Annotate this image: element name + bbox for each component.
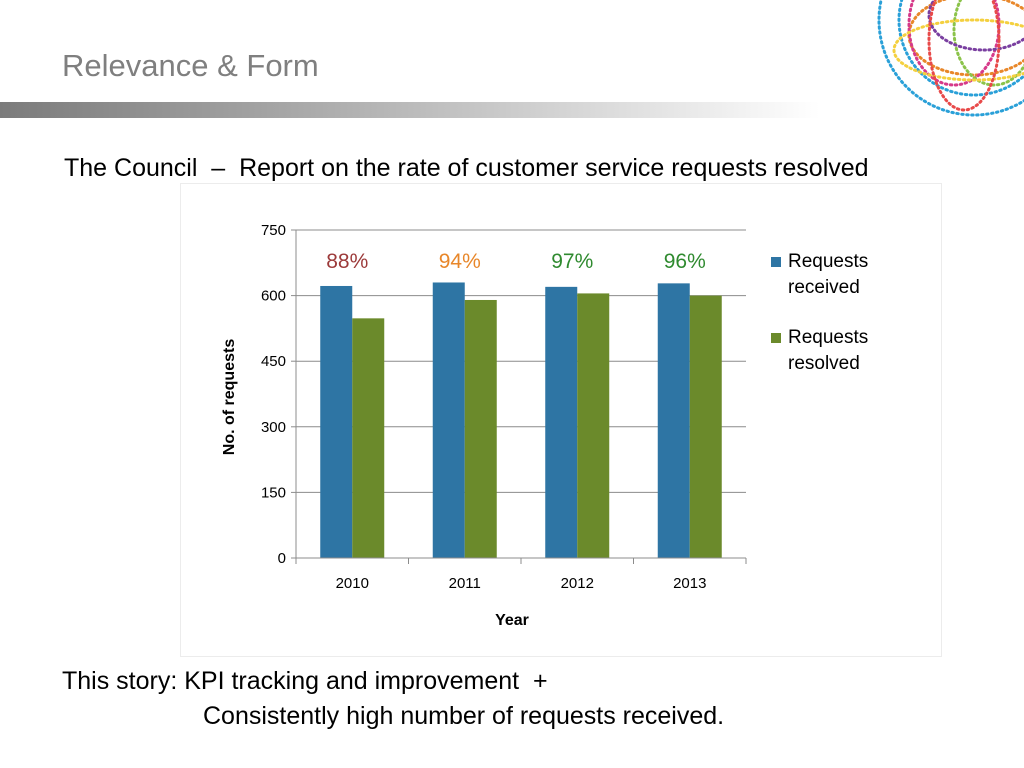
percent-annotation: 88% xyxy=(326,250,368,273)
legend-label: Requests resolved xyxy=(788,327,868,374)
bar-resolved-2013 xyxy=(689,295,722,558)
slide-title: Relevance & Form xyxy=(62,48,319,83)
y-tick-label: 150 xyxy=(261,484,286,501)
bar-resolved-2010 xyxy=(352,318,385,558)
bar-received-2012 xyxy=(545,286,578,558)
chart-frame xyxy=(180,183,942,657)
bar-resolved-2012 xyxy=(577,293,610,558)
bar-received-2013 xyxy=(657,283,690,558)
labels: 0 150 300 450 600 750 2010 2011 2012 2013 88% 94% 97… xyxy=(221,222,706,629)
y-tick-label: 300 xyxy=(261,419,286,436)
x-tick-label: 2013 xyxy=(673,575,706,592)
x-tick-label: 2012 xyxy=(561,575,594,592)
dotted-globe-logo xyxy=(877,0,1024,117)
y-axis-title: No. of requests xyxy=(221,339,238,456)
x-tick-label: 2010 xyxy=(336,575,369,592)
legend-swatch xyxy=(771,257,781,267)
x-axis-title: Year xyxy=(495,612,529,629)
x-tick-label: 2011 xyxy=(449,575,481,592)
bar-resolved-2011 xyxy=(464,299,497,558)
bar-received-2010 xyxy=(320,285,353,558)
footer-line-1: This story: KPI tracking and improvement… xyxy=(62,667,548,695)
y-tick-label: 600 xyxy=(261,288,286,305)
bars xyxy=(320,282,722,558)
bar-received-2011 xyxy=(432,282,465,558)
footer-line-2: Consistently high number of requests rec… xyxy=(203,702,725,730)
slide-subtitle: The Council – Report on the rate of cust… xyxy=(64,154,869,182)
legend-swatch xyxy=(771,333,781,343)
title-underline-bar xyxy=(0,102,820,118)
y-tick-label: 450 xyxy=(261,353,286,370)
y-tick-label: 750 xyxy=(261,222,286,239)
legend-label: Requests received xyxy=(788,251,868,298)
y-tick-label: 0 xyxy=(278,550,286,567)
legend: Requests received Requests resolved xyxy=(771,251,868,374)
percent-annotation: 97% xyxy=(551,250,593,273)
percent-annotation: 96% xyxy=(664,250,706,273)
bar-chart: 0 150 300 450 600 750 2010 2011 2012 2013 88% 94% 97… xyxy=(221,222,868,629)
axes xyxy=(291,229,747,564)
percent-annotation: 94% xyxy=(439,250,481,273)
